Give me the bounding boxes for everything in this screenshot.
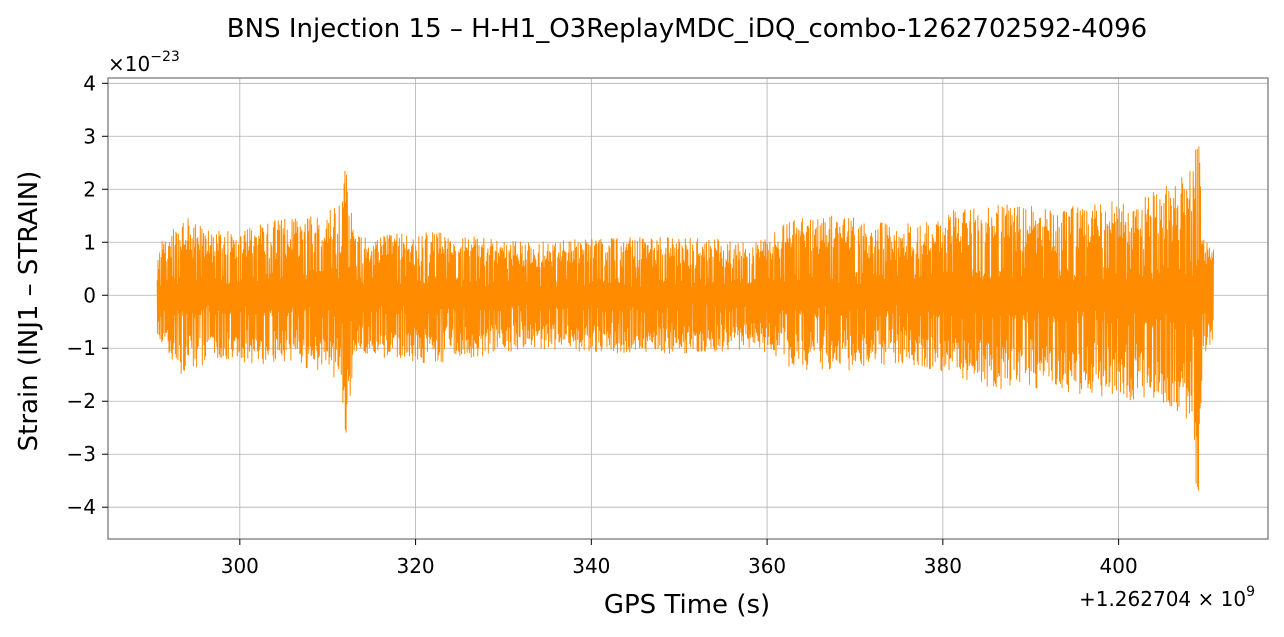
x-tick-label: 320	[396, 554, 434, 578]
y-tick-label: 1	[83, 230, 96, 254]
y-scale-multiplier: ×10−23	[108, 49, 180, 76]
x-tick-label: 340	[572, 554, 610, 578]
y-tick-label: −2	[67, 389, 96, 413]
x-offset-times: × 10	[1191, 587, 1246, 611]
x-axis-label: GPS Time (s)	[604, 590, 770, 620]
y-tick-label: 3	[83, 124, 96, 148]
x-offset-base: +1.262704	[1079, 587, 1191, 611]
y-scale-base: ×10	[108, 52, 150, 76]
y-tick-label: 2	[83, 177, 96, 201]
x-tick-label: 380	[924, 554, 962, 578]
y-tick-label: −4	[67, 495, 96, 519]
x-offset-exponent: 9	[1246, 584, 1255, 600]
series-line	[156, 146, 1215, 491]
plot-area	[156, 146, 1215, 491]
x-axis-ticks: 300 320 340 360 380 400	[221, 539, 1138, 578]
x-tick-label: 360	[748, 554, 786, 578]
axes-frame	[107, 77, 1269, 540]
x-offset-label: +1.262704 × 109	[1079, 584, 1255, 611]
x-tick-label: 400	[1100, 554, 1138, 578]
y-axis-label: Strain (INJ1 – STRAIN)	[14, 171, 44, 452]
x-tick-label: 300	[221, 554, 259, 578]
y-tick-label: −3	[67, 442, 96, 466]
y-tick-label: −1	[67, 336, 96, 360]
y-axis-ticks: −4 −3 −2 −1 0 1 2 3 4	[67, 71, 108, 519]
y-tick-label: 4	[83, 71, 96, 95]
y-scale-exponent: −23	[150, 49, 180, 65]
chart-title: BNS Injection 15 – H-H1_O3ReplayMDC_iDQ_…	[227, 14, 1147, 44]
y-tick-label: 0	[83, 283, 96, 307]
